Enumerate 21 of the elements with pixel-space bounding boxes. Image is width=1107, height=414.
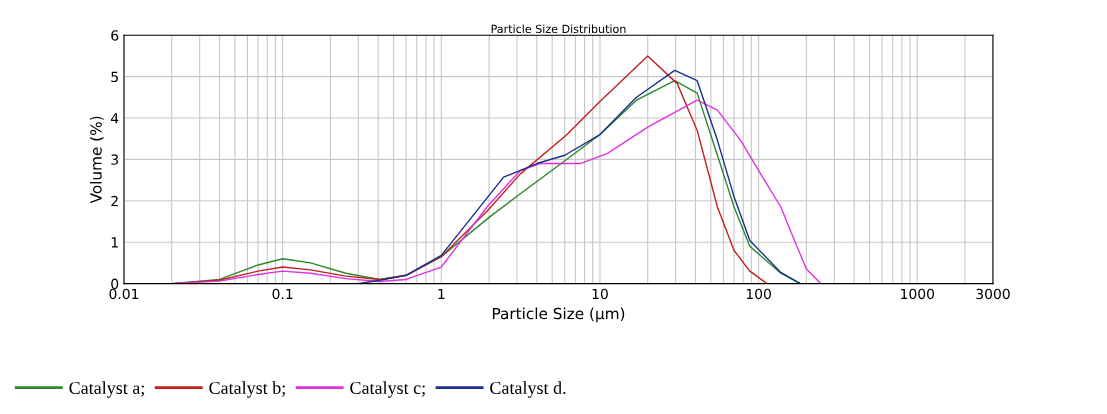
x-tick-label: 3000 (976, 288, 1010, 300)
chart-title: Particle Size Distribution (491, 24, 626, 34)
x-tick-label: 1000 (901, 288, 935, 300)
y-tick-label: 6 (111, 30, 119, 41)
x-tick-label: 10 (592, 288, 608, 300)
x-axis-title: Particle Size (µm) (492, 307, 625, 323)
x-tick-label: 100 (746, 288, 771, 300)
y-tick-label: 4 (110, 113, 119, 124)
y-axis-title: Volume (%) (89, 116, 104, 204)
legend-label: Catalyst b; (209, 381, 285, 398)
x-tick-label: 0.1 (272, 288, 293, 300)
y-tick-label: 3 (111, 154, 119, 165)
y-tick-label: 1 (111, 237, 118, 248)
legend-label: Catalyst a; (69, 381, 144, 398)
legend-label: Catalyst c; (350, 381, 425, 398)
legend-label: Catalyst d. (490, 381, 566, 398)
y-tick-label: 0 (111, 278, 119, 290)
y-tick-label: 2 (111, 195, 118, 207)
x-tick-label: 0.01 (109, 288, 139, 300)
x-tick-label: 1 (438, 288, 445, 299)
y-tick-label: 5 (111, 71, 118, 83)
